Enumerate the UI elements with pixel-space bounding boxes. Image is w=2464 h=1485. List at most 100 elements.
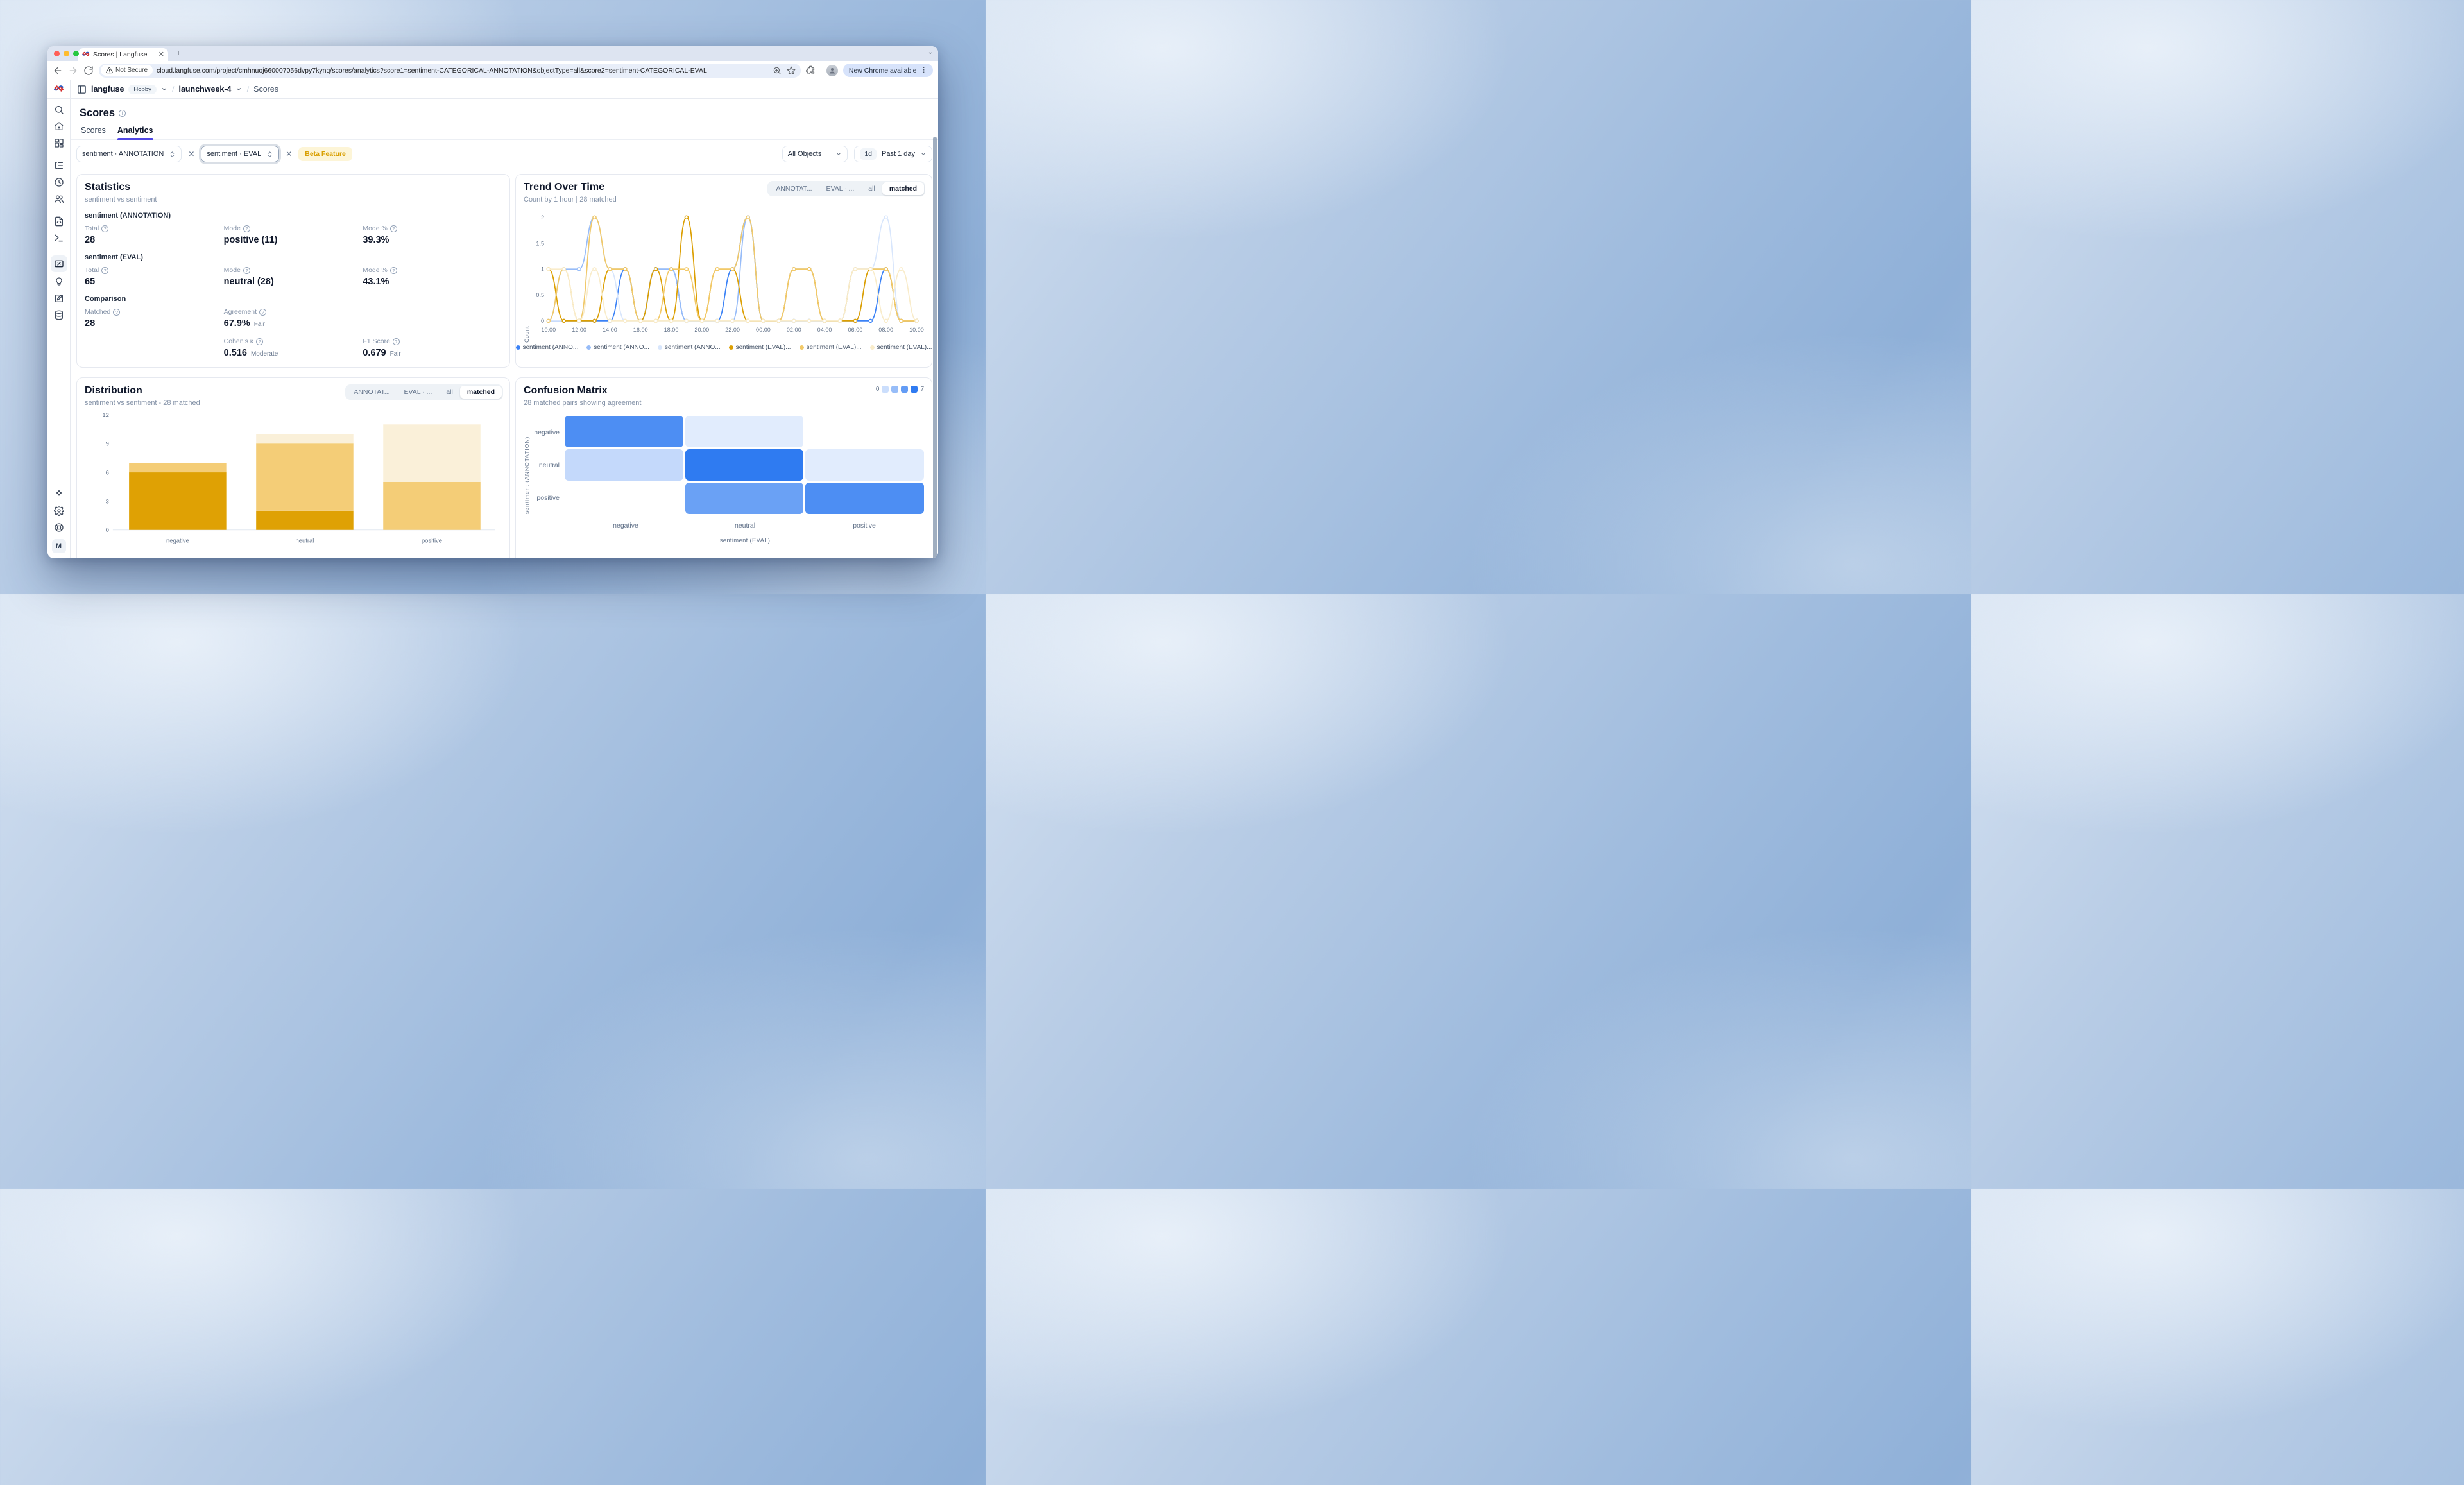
window-controls[interactable] [54, 51, 79, 56]
maximize-window-button[interactable] [73, 51, 79, 56]
minimize-window-button[interactable] [64, 51, 69, 56]
remove-score2-icon[interactable]: ✕ [286, 150, 293, 159]
cell-positive-neutral[interactable] [685, 483, 804, 514]
logo-cell[interactable] [47, 80, 71, 98]
date-range-select[interactable]: 1d Past 1 day [854, 146, 932, 162]
browser-tab[interactable]: Scores | Langfuse ✕ [78, 48, 168, 61]
help-icon[interactable]: ? [101, 266, 109, 274]
svg-text:18:00: 18:00 [664, 327, 679, 333]
svg-text:neutral: neutral [295, 538, 314, 545]
home-icon[interactable] [54, 121, 64, 132]
toggle-option[interactable]: matched [882, 182, 924, 195]
score2-select[interactable]: sentiment · EVAL [201, 146, 280, 162]
object-type-select[interactable]: All Objects [782, 146, 848, 162]
statistics-panel: Statistics sentiment vs sentiment sentim… [76, 174, 510, 368]
legend-item: sentiment (ANNO... [657, 344, 721, 351]
toggle-option[interactable]: ANNOTAT... [776, 185, 812, 193]
cell-negative-neutral[interactable] [685, 416, 804, 447]
remove-score1-icon[interactable]: ✕ [188, 150, 195, 159]
toggle-option[interactable]: matched [459, 386, 502, 399]
extensions-icon[interactable] [805, 65, 816, 75]
svg-text:negative: negative [166, 538, 189, 545]
toggle-option[interactable]: all [868, 185, 875, 193]
help-icon[interactable]: ? [389, 225, 397, 232]
project-chevron-down-icon[interactable] [235, 86, 242, 92]
cell-neutral-negative[interactable] [565, 449, 683, 481]
browser-scrollbar[interactable] [933, 137, 937, 558]
project-name[interactable]: launchweek-4 [178, 85, 232, 94]
new-tab-button[interactable]: + [175, 47, 182, 58]
confusion-subtitle: 28 matched pairs showing agreement [524, 399, 642, 407]
cell-neutral-neutral[interactable] [685, 449, 804, 481]
row-label: negative [534, 428, 560, 436]
toggle-option[interactable]: EVAL · ... [826, 185, 855, 193]
sessions-clock-icon[interactable] [54, 177, 64, 187]
trend-title: Trend Over Time [524, 182, 604, 193]
security-chip[interactable]: Not Secure [101, 65, 153, 76]
toggle-option[interactable]: ANNOTAT... [354, 388, 390, 396]
trend-line-chart[interactable]: 0 0.5 1 1.5 2 10:00 12:00 14:00 16:00 18:00 20:00 2… [530, 207, 924, 343]
metric-matched: Matched? 28 [85, 308, 224, 329]
users-icon[interactable] [54, 194, 64, 204]
help-icon[interactable]: ? [256, 338, 264, 345]
org-chevron-down-icon[interactable] [161, 86, 167, 92]
address-bar[interactable]: Not Secure cloud.langfuse.com/project/cm… [99, 63, 801, 78]
cell-negative-negative[interactable] [565, 416, 683, 447]
url-text[interactable]: cloud.langfuse.com/project/cmhnuoj660007… [157, 66, 707, 74]
prompts-icon[interactable] [54, 216, 64, 227]
toggle-option[interactable]: EVAL · ... [404, 388, 432, 396]
org-name[interactable]: langfuse [91, 85, 124, 94]
filter-bar: sentiment · ANNOTATION ✕ sentiment · EVA… [71, 140, 938, 168]
help-icon[interactable]: ? [243, 266, 250, 274]
legend-item: sentiment (EVAL)... [799, 344, 862, 351]
datasets-database-icon[interactable] [54, 310, 64, 320]
annotation-clipboard-pen-icon[interactable] [54, 293, 64, 304]
support-lifebuoy-icon[interactable] [54, 522, 64, 533]
tracing-icon[interactable] [54, 160, 64, 171]
info-icon[interactable]: i [119, 110, 126, 117]
col-label: neutral [734, 522, 756, 529]
help-icon[interactable]: ? [113, 308, 121, 316]
help-icon[interactable]: ? [243, 225, 250, 232]
toggle-option[interactable]: all [446, 388, 453, 396]
score1-select[interactable]: sentiment · ANNOTATION [76, 146, 182, 162]
chrome-update-button[interactable]: New Chrome available ⋮ [843, 64, 933, 77]
cell-positive-positive[interactable] [805, 483, 924, 514]
tab-list-chevron-icon[interactable]: ⌄ [927, 49, 933, 56]
zoom-icon[interactable] [773, 66, 782, 75]
back-icon[interactable] [53, 65, 63, 76]
browser-menu-icon[interactable]: ⋮ [920, 66, 928, 74]
user-avatar[interactable]: M [51, 539, 66, 553]
dashboards-icon[interactable] [54, 138, 64, 148]
distribution-bar-chart[interactable]: 0 3 6 9 12 negative neutral positive [85, 407, 502, 558]
close-window-button[interactable] [54, 51, 60, 56]
browser-profile-avatar[interactable] [826, 64, 838, 76]
whats-new-sparkle-icon[interactable] [54, 489, 64, 499]
plan-badge: Hobby [128, 84, 157, 94]
confusion-heatmap[interactable] [565, 416, 924, 514]
cell-negative-positive[interactable] [805, 416, 924, 447]
cell-neutral-positive[interactable] [805, 449, 924, 481]
help-icon[interactable]: ? [259, 308, 267, 316]
help-icon[interactable]: ? [389, 266, 397, 274]
search-icon[interactable] [54, 105, 64, 115]
forward-icon[interactable] [68, 65, 78, 76]
score2-value: sentiment · EVAL [207, 150, 262, 158]
playground-terminal-icon[interactable] [54, 233, 64, 243]
help-icon[interactable]: ? [392, 338, 400, 345]
tab-scores[interactable]: Scores [81, 126, 106, 135]
help-icon[interactable]: ? [101, 225, 109, 232]
evals-lightbulb-icon[interactable] [54, 277, 64, 287]
settings-gear-icon[interactable] [53, 506, 64, 516]
beta-feature-badge: Beta Feature [298, 147, 352, 161]
bookmark-star-icon[interactable] [787, 66, 796, 75]
reload-icon[interactable] [83, 65, 94, 76]
cell-positive-negative[interactable] [565, 483, 683, 514]
breadcrumb-page[interactable]: Scores [253, 85, 279, 94]
sidebar-toggle-icon[interactable] [77, 85, 87, 94]
tab-analytics[interactable]: Analytics [117, 126, 153, 140]
metric-total-eval: Total? 65 [85, 266, 224, 287]
trend-panel: Trend Over Time Count by 1 hour | 28 mat… [515, 174, 932, 368]
sidebar-item-scores-active[interactable] [50, 255, 67, 272]
tab-close-icon[interactable]: ✕ [158, 50, 164, 58]
